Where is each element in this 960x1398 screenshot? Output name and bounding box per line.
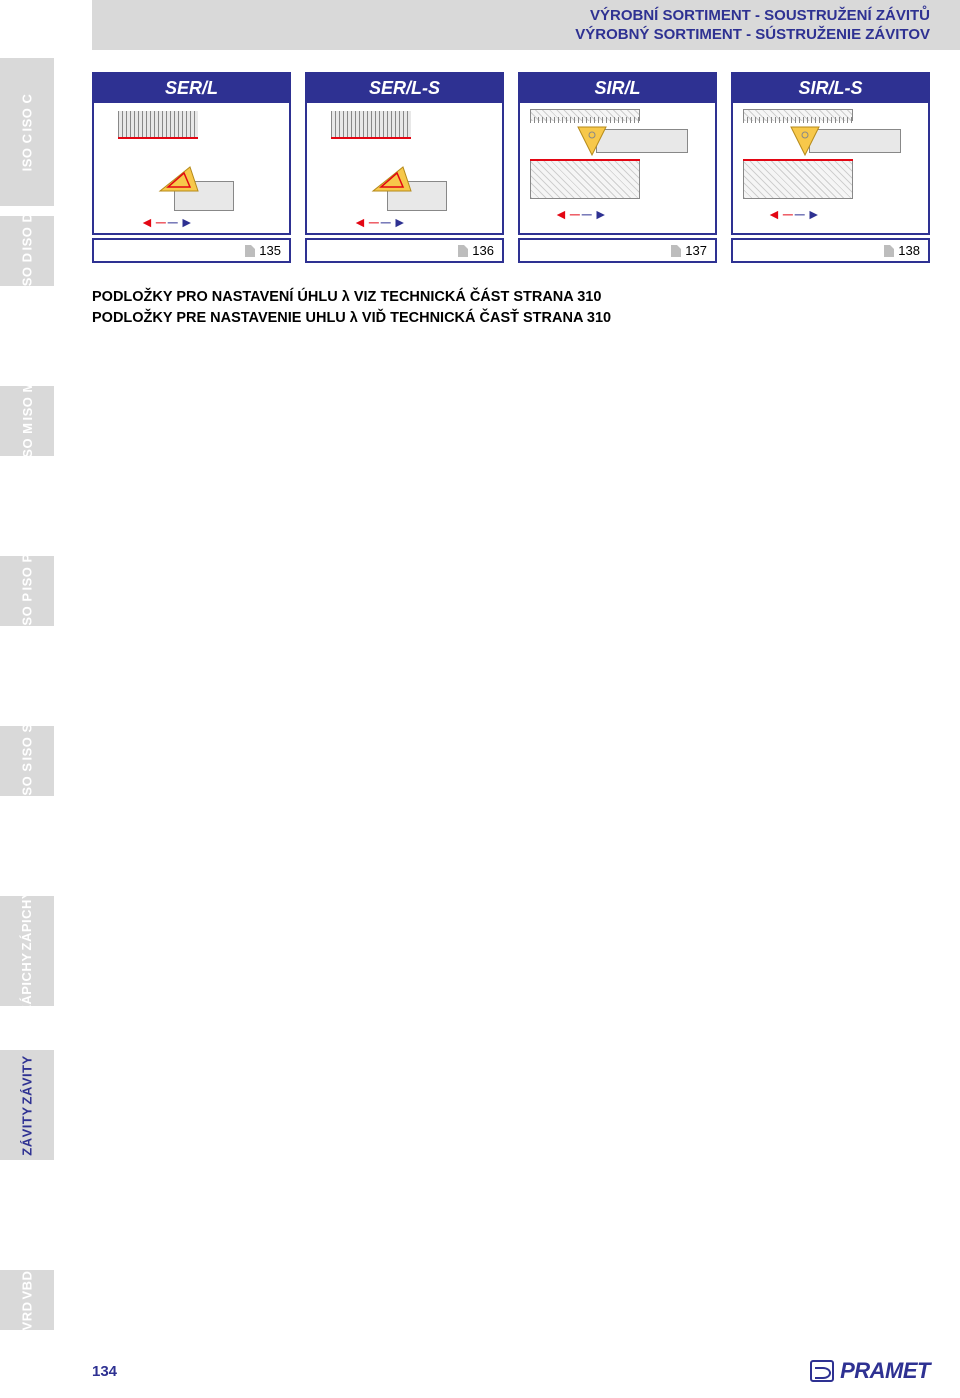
page-icon	[458, 245, 468, 257]
product-card[interactable]: SER/L ◄──►	[92, 72, 291, 235]
insert-icon	[572, 121, 612, 161]
sidebar-tab-label: ISO PISO P	[20, 553, 35, 629]
page-icon	[245, 245, 255, 257]
feed-arrows-icon: ◄──►	[767, 207, 821, 221]
card-illustration: ◄──►	[520, 103, 715, 233]
sidebar-tab-label: VRDVBD	[20, 1270, 35, 1330]
card-page-ref[interactable]: 135	[92, 238, 291, 263]
page-number: 134	[92, 1363, 117, 1380]
logo-text: PRAMET	[840, 1358, 930, 1384]
product-card-wrap: SER/L-S ◄──► 136	[305, 72, 504, 263]
notes-block: PODLOŽKY PRO NASTAVENÍ ÚHLU λ VIZ TECHNI…	[92, 287, 930, 329]
card-page-ref[interactable]: 136	[305, 238, 504, 263]
sidebar-tab-label: ISO SISO S	[20, 723, 35, 799]
header-line-1: VÝROBNÍ SORTIMENT - SOUSTRUŽENÍ ZÁVITŮ	[92, 6, 930, 25]
product-card-wrap: SER/L ◄──► 135	[92, 72, 291, 263]
card-illustration: ◄──►	[307, 103, 502, 233]
header-line-2: VÝROBNÝ SORTIMENT - SÚSTRUŽENIE ZÁVITOV	[92, 25, 930, 44]
sidebar-tab[interactable]: ZÁPICHYZÁPICHY	[0, 896, 54, 1006]
product-card[interactable]: SIR/L-S ◄──►	[731, 72, 930, 235]
page-icon	[884, 245, 894, 257]
card-title: SIR/L-S	[733, 74, 928, 103]
card-illustration: ◄──►	[94, 103, 289, 233]
insert-icon	[367, 161, 417, 199]
page-footer: 134 PRAMET	[92, 1358, 930, 1384]
sidebar-tab[interactable]: ISO CISO C	[0, 58, 54, 206]
sidebar-tab[interactable]: VRDVBD	[0, 1270, 54, 1330]
card-page-number: 135	[259, 243, 281, 258]
sidebar-tab-label: ISO MISO M	[20, 381, 35, 462]
sidebar-tab[interactable]: ISO PISO P	[0, 556, 54, 626]
card-page-number: 136	[472, 243, 494, 258]
card-page-number: 137	[685, 243, 707, 258]
card-page-ref[interactable]: 138	[731, 238, 930, 263]
product-card-wrap: SIR/L ◄──► 137	[518, 72, 717, 263]
feed-arrows-icon: ◄──►	[140, 215, 194, 229]
page-icon	[671, 245, 681, 257]
product-card-row: SER/L◄──►135SER/L-S◄──►136SIR/L◄──►137SI…	[92, 72, 930, 263]
feed-arrows-icon: ◄──►	[554, 207, 608, 221]
card-illustration: ◄──►	[733, 103, 928, 233]
feed-arrows-icon: ◄──►	[353, 215, 407, 229]
sidebar-tab-label: ZÁVITYZÁVITY	[20, 1055, 35, 1155]
card-title: SIR/L	[520, 74, 715, 103]
sidebar: ISO CISO C ISO DISO D ISO MISO M ISO PISO P…	[0, 0, 68, 1398]
note-line-2: PODLOŽKY PRE NASTAVENIE UHLU λ VIĎ TECHN…	[92, 308, 930, 329]
sidebar-tab-label: ISO DISO D	[20, 212, 35, 290]
main-content: SER/L◄──►135SER/L-S◄──►136SIR/L◄──►137SI…	[92, 72, 930, 329]
card-title: SER/L	[94, 74, 289, 103]
page-header: VÝROBNÍ SORTIMENT - SOUSTRUŽENÍ ZÁVITŮ V…	[92, 0, 960, 50]
card-page-number: 138	[898, 243, 920, 258]
sidebar-tab[interactable]: ZÁVITYZÁVITY	[0, 1050, 54, 1160]
product-card-wrap: SIR/L-S ◄──► 138	[731, 72, 930, 263]
brand-logo: PRAMET	[810, 1358, 930, 1384]
product-card[interactable]: SIR/L ◄──►	[518, 72, 717, 235]
insert-icon	[154, 161, 204, 199]
sidebar-tab[interactable]: ISO SISO S	[0, 726, 54, 796]
sidebar-tab-label: ISO CISO C	[20, 93, 35, 171]
card-page-ref[interactable]: 137	[518, 238, 717, 263]
logo-icon	[810, 1360, 834, 1382]
sidebar-tab-label: ZÁPICHYZÁPICHY	[20, 889, 35, 1012]
sidebar-tab[interactable]: ISO DISO D	[0, 216, 54, 286]
note-line-1: PODLOŽKY PRO NASTAVENÍ ÚHLU λ VIZ TECHNI…	[92, 287, 930, 308]
product-card[interactable]: SER/L-S ◄──►	[305, 72, 504, 235]
card-title: SER/L-S	[307, 74, 502, 103]
sidebar-tab[interactable]: ISO MISO M	[0, 386, 54, 456]
insert-icon	[785, 121, 825, 161]
